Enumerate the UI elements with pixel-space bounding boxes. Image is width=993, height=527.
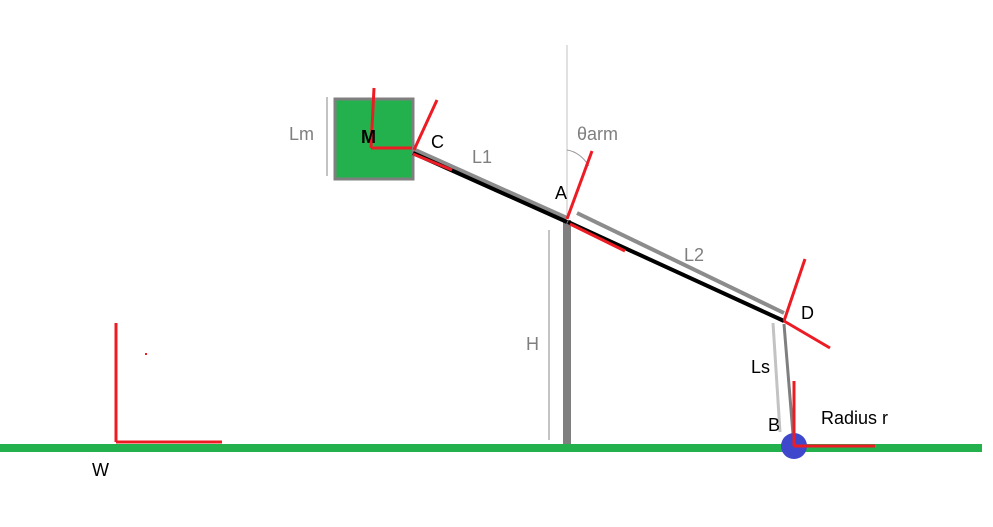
- label-m: M: [361, 127, 376, 147]
- label-a: A: [555, 183, 567, 203]
- joint-d-frame: [782, 258, 831, 350]
- theta-arm-arc: [566, 149, 590, 167]
- label-l2: L2: [684, 245, 704, 265]
- label-d: D: [801, 303, 814, 323]
- support-post: [563, 220, 571, 444]
- label-radius: Radius r: [821, 408, 888, 428]
- label-c: C: [431, 132, 444, 152]
- label-b: B: [768, 415, 780, 435]
- joint-c-frame: [412, 99, 439, 151]
- world-frame: [114, 323, 222, 444]
- wheel-frame: [792, 381, 875, 448]
- label-ls: Ls: [751, 357, 770, 377]
- ground-line: [0, 444, 982, 452]
- label-h: H: [526, 334, 539, 354]
- arm-segment-l1: [412, 147, 568, 224]
- mass-frame: [369, 87, 412, 150]
- label-l1: L1: [472, 147, 492, 167]
- link-ls: [771, 322, 795, 435]
- label-theta-arm: θarm: [577, 124, 618, 144]
- arm-segment-l2: [567, 211, 785, 323]
- label-w: W: [92, 460, 109, 480]
- joint-a-frame: [565, 150, 594, 220]
- label-lm: Lm: [289, 124, 314, 144]
